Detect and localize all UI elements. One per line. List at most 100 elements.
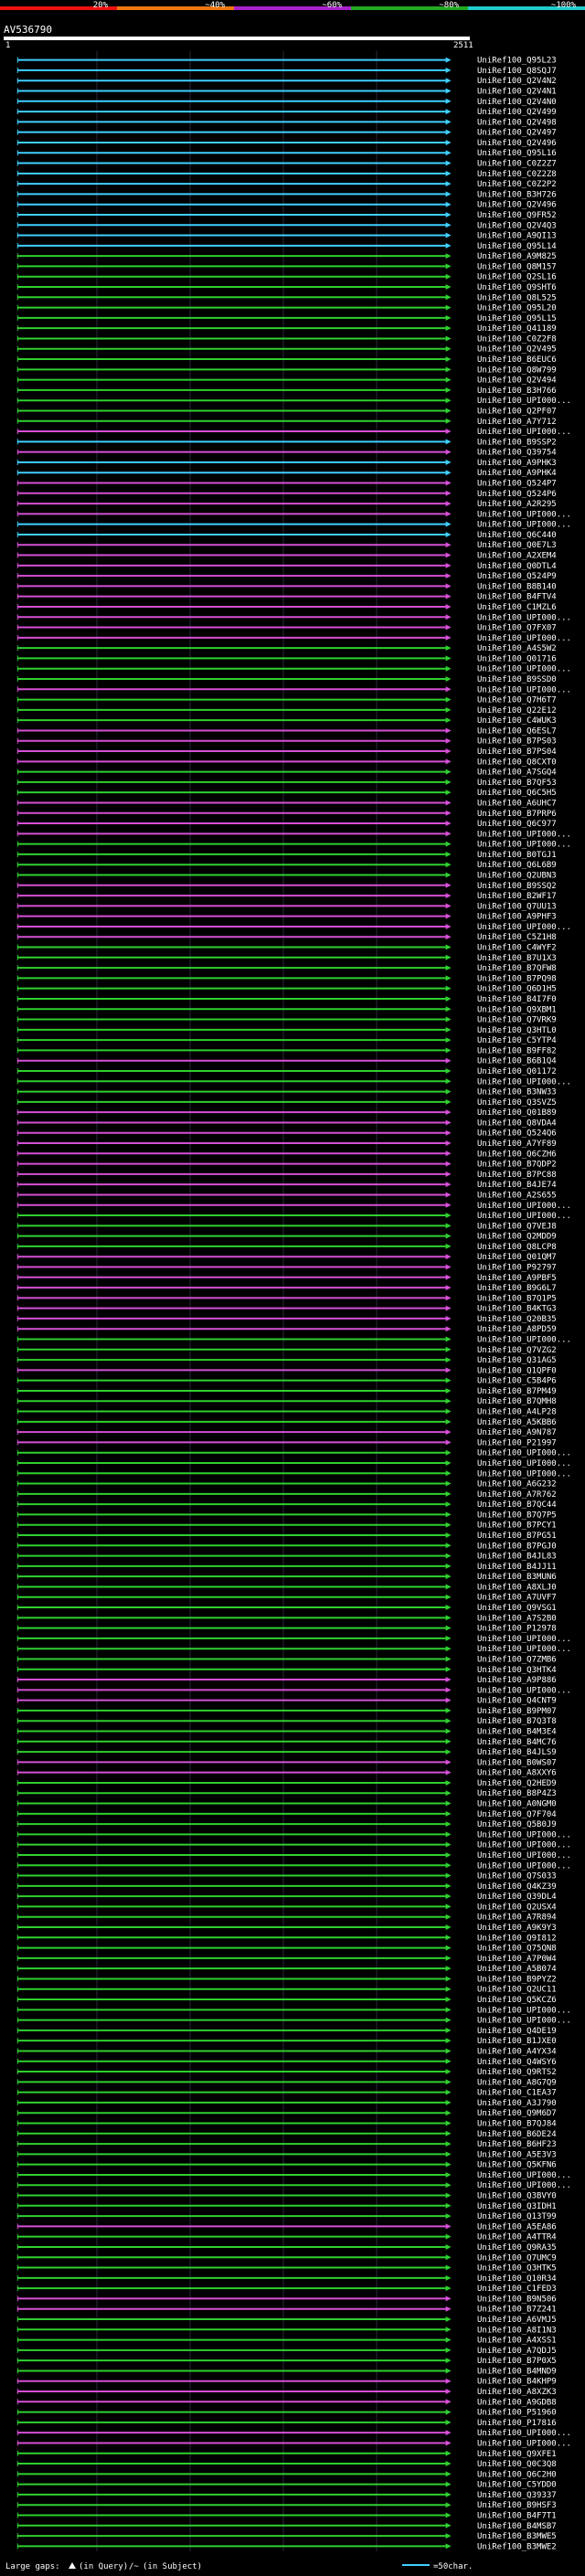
hit-row[interactable]: UniRef100_UPI000... (16, 841, 571, 850)
hit-row[interactable]: UniRef100_B7QF53 (16, 779, 557, 788)
hit-label[interactable]: UniRef100_Q2V494 (477, 376, 557, 386)
hit-label[interactable]: UniRef100_A2R295 (477, 500, 557, 509)
hit-row[interactable]: UniRef100_Q75QN8 (16, 1945, 557, 1954)
hit-label[interactable]: UniRef100_Q3IDH1 (477, 2202, 557, 2211)
hit-label[interactable]: UniRef100_A7SGQ4 (477, 769, 557, 778)
hit-label[interactable]: UniRef100_B4F7T1 (477, 2511, 557, 2520)
hit-label[interactable]: UniRef100_B7Q7P5 (477, 1511, 557, 1520)
hit-label[interactable]: UniRef100_A2S655 (477, 1191, 557, 1200)
hit-row[interactable]: UniRef100_Q2V498 (16, 118, 557, 127)
hit-label[interactable]: UniRef100_A9PHK4 (477, 469, 557, 478)
hit-label[interactable]: UniRef100_Q31AG5 (477, 1356, 557, 1365)
hit-label[interactable]: UniRef100_A7UVF7 (477, 1594, 557, 1603)
hit-label[interactable]: UniRef100_A9P886 (477, 1676, 557, 1685)
hit-label[interactable]: UniRef100_Q95L15 (477, 314, 557, 323)
hit-row[interactable]: UniRef100_B7PRP6 (16, 810, 557, 819)
hit-label[interactable]: UniRef100_UPI000... (477, 1841, 571, 1850)
hit-row[interactable]: UniRef100_C5Z1H8 (16, 933, 557, 942)
hit-label[interactable]: UniRef100_Q0DTL4 (477, 562, 557, 571)
hit-label[interactable]: UniRef100_C0Z2Z7 (477, 160, 557, 169)
hit-label[interactable]: UniRef100_Q39337 (477, 2491, 557, 2500)
hit-label[interactable]: UniRef100_Q7VRK9 (477, 1016, 557, 1025)
hit-row[interactable]: UniRef100_B7QC44 (16, 1500, 557, 1510)
hit-row[interactable]: UniRef100_Q2UBN3 (16, 871, 557, 880)
hit-label[interactable]: UniRef100_Q7VZG2 (477, 1346, 557, 1355)
hit-label[interactable]: UniRef100_UPI000... (477, 1459, 571, 1468)
hit-row[interactable]: UniRef100_Q7F704 (16, 1810, 557, 1819)
hit-label[interactable]: UniRef100_P92797 (477, 1263, 557, 1272)
hit-label[interactable]: UniRef100_Q9RTS2 (477, 2068, 557, 2077)
hit-label[interactable]: UniRef100_UPI000... (477, 2171, 571, 2180)
hit-row[interactable]: UniRef100_UPI000... (16, 2171, 571, 2180)
hit-row[interactable]: UniRef100_Q39337 (16, 2491, 557, 2500)
hit-row[interactable]: UniRef100_B1JXE0 (16, 2037, 557, 2046)
hit-label[interactable]: UniRef100_B4MC76 (477, 1738, 557, 1747)
hit-row[interactable]: UniRef100_C1EA37 (16, 2089, 557, 2098)
hit-label[interactable]: UniRef100_A9N787 (477, 1428, 557, 1437)
hit-row[interactable]: UniRef100_Q4DE19 (16, 2027, 557, 2036)
hit-label[interactable]: UniRef100_A6UHC7 (477, 799, 557, 808)
hit-row[interactable]: UniRef100_A7R894 (16, 1913, 557, 1923)
hit-label[interactable]: UniRef100_UPI000... (477, 841, 571, 850)
hit-label[interactable]: UniRef100_Q2V495 (477, 345, 557, 355)
hit-label[interactable]: UniRef100_Q4WSY6 (477, 2058, 557, 2067)
hit-label[interactable]: UniRef100_C1EA37 (477, 2089, 557, 2098)
hit-label[interactable]: UniRef100_Q3HTK5 (477, 2264, 557, 2274)
hit-label[interactable]: UniRef100_Q2MDD9 (477, 1233, 557, 1242)
hit-label[interactable]: UniRef100_A9PHF3 (477, 913, 557, 922)
hit-label[interactable]: UniRef100_C0Z2P2 (477, 180, 557, 189)
hit-label[interactable]: UniRef100_A7R762 (477, 1490, 557, 1500)
hit-label[interactable]: UniRef100_Q6C2H0 (477, 2470, 557, 2479)
hit-label[interactable]: UniRef100_Q8W799 (477, 366, 557, 375)
hit-row[interactable]: UniRef100_Q6C440 (16, 531, 557, 540)
hit-label[interactable]: UniRef100_Q7UU13 (477, 902, 557, 911)
hit-row[interactable]: UniRef100_Q5KCZ6 (16, 1996, 557, 2005)
hit-label[interactable]: UniRef100_Q4DE19 (477, 2027, 557, 2036)
hit-label[interactable]: UniRef100_A2XEM4 (477, 552, 557, 561)
hit-row[interactable]: UniRef100_A9K9Y3 (16, 1924, 557, 1933)
hit-label[interactable]: UniRef100_Q6CZH6 (477, 1150, 557, 1159)
hit-row[interactable]: UniRef100_B6EUC6 (16, 355, 557, 365)
hit-label[interactable]: UniRef100_UPI000... (477, 2429, 571, 2438)
hit-label[interactable]: UniRef100_Q1QPF0 (477, 1366, 557, 1375)
hit-row[interactable]: UniRef100_Q4WSY6 (16, 2058, 557, 2067)
hit-label[interactable]: UniRef100_Q9FR52 (477, 211, 557, 220)
hit-label[interactable]: UniRef100_A6VMJ5 (477, 2316, 557, 2325)
hit-label[interactable]: UniRef100_B4KHP9 (477, 2378, 557, 2387)
hit-row[interactable]: UniRef100_Q0DTL4 (16, 562, 557, 571)
hit-label[interactable]: UniRef100_B4JE74 (477, 1181, 557, 1190)
hit-row[interactable]: UniRef100_A9PHK4 (16, 469, 557, 478)
hit-row[interactable]: UniRef100_C5B4P6 (16, 1377, 557, 1386)
hit-label[interactable]: UniRef100_Q2UBN3 (477, 871, 557, 880)
hit-row[interactable]: UniRef100_B3MWE2 (16, 2542, 557, 2551)
hit-row[interactable]: UniRef100_Q7UMC9 (16, 2253, 557, 2263)
hit-label[interactable]: UniRef100_UPI000... (477, 1212, 571, 1221)
hit-label[interactable]: UniRef100_C5Z1H8 (477, 933, 557, 942)
hit-row[interactable]: UniRef100_A4S5W2 (16, 644, 557, 653)
hit-label[interactable]: UniRef100_Q95L16 (477, 149, 557, 158)
hit-row[interactable]: UniRef100_Q2SL16 (16, 273, 557, 282)
hit-label[interactable]: UniRef100_B7U1X3 (477, 954, 557, 963)
hit-label[interactable]: UniRef100_Q8VDA4 (477, 1118, 557, 1128)
hit-label[interactable]: UniRef100_B7Q3T8 (477, 1717, 557, 1726)
hit-row[interactable]: UniRef100_B4MC76 (16, 1738, 557, 1747)
hit-label[interactable]: UniRef100_B9PYZ2 (477, 1975, 557, 1984)
hit-row[interactable]: UniRef100_Q95L15 (16, 314, 557, 323)
hit-label[interactable]: UniRef100_Q2SL16 (477, 273, 557, 282)
hit-row[interactable]: UniRef100_Q2V4N2 (16, 77, 557, 86)
hit-label[interactable]: UniRef100_Q8CXT0 (477, 758, 557, 767)
hit-row[interactable]: UniRef100_A4XSS1 (16, 2337, 557, 2346)
hit-row[interactable]: UniRef100_B7PG51 (16, 1532, 557, 1541)
hit-row[interactable]: UniRef100_UPI000... (16, 665, 571, 674)
hit-row[interactable]: UniRef100_B4JL83 (16, 1553, 557, 1562)
hit-row[interactable]: UniRef100_P12978 (16, 1625, 557, 1634)
hit-row[interactable]: UniRef100_Q9M6D7 (16, 2109, 557, 2118)
hit-label[interactable]: UniRef100_UPI000... (477, 1469, 571, 1479)
hit-row[interactable]: UniRef100_Q4KZ39 (16, 1882, 557, 1892)
hit-label[interactable]: UniRef100_P21997 (477, 1438, 557, 1447)
hit-label[interactable]: UniRef100_B7PM49 (477, 1387, 557, 1396)
hit-label[interactable]: UniRef100_Q2HED9 (477, 1779, 557, 1788)
hit-row[interactable]: UniRef100_Q2UC11 (16, 1986, 557, 1995)
hit-row[interactable]: UniRef100_A9PBF5 (16, 1274, 557, 1283)
hit-row[interactable]: UniRef100_Q8SQJ7 (16, 67, 557, 76)
